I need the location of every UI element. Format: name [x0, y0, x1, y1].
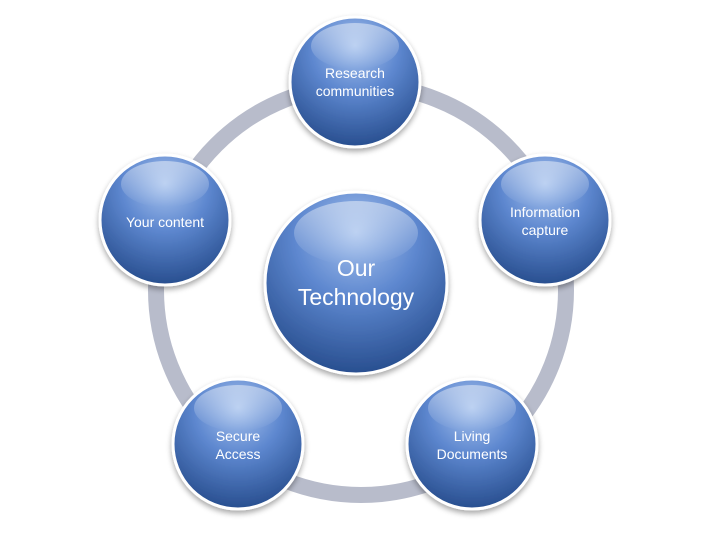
center-node [263, 190, 449, 376]
node-information-capture [478, 153, 612, 287]
node-secure-access [171, 377, 305, 511]
node-living-documents [405, 377, 539, 511]
node-research-communities [288, 15, 422, 149]
node-your-content [98, 153, 232, 287]
